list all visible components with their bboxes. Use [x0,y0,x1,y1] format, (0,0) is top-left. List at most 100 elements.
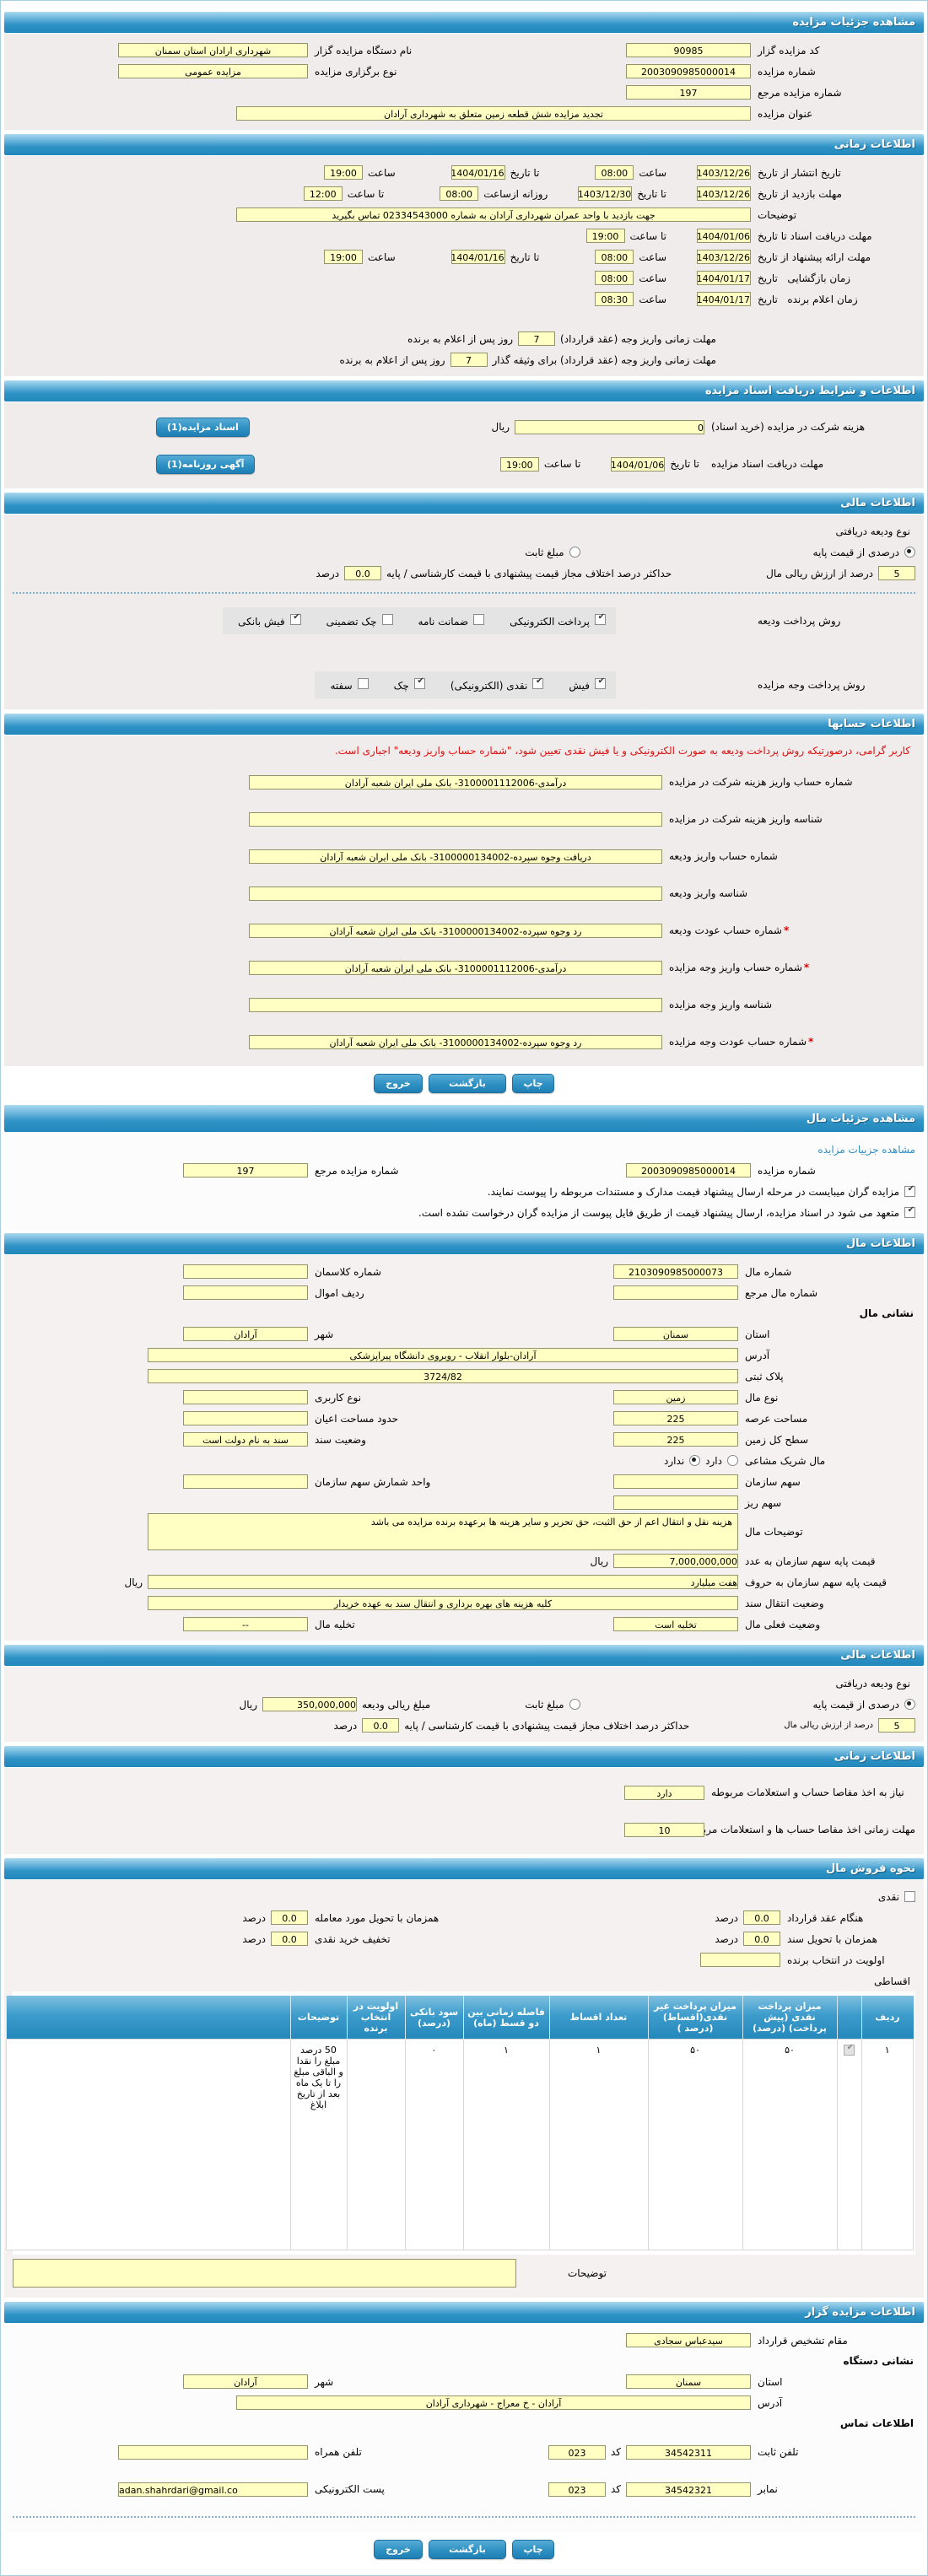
mobile-field[interactable] [118,2444,308,2460]
classification-no-field[interactable] [183,1264,308,1279]
current-status-field[interactable]: تخلیه است [613,1617,738,1631]
winner-date[interactable]: 1404/01/17 [697,292,751,306]
visit-to-date[interactable]: 1403/12/30 [578,186,633,201]
phone-field[interactable]: 34542311 [626,2444,751,2460]
address-field[interactable]: آرادان - خ معراج - شهرداری آرادان [236,2395,751,2410]
asset-ref-field[interactable] [613,1285,738,1300]
newspaper-ad-button[interactable]: آگهی روزنامه(1) [156,454,256,474]
fee-deposit-account-field[interactable]: درآمدی-3100001112006- بانک ملی ایران شعب… [249,774,662,790]
province-field[interactable]: سمنان [613,1327,738,1341]
auction-type-field[interactable]: مزایده عمومی [118,64,308,78]
checkbox-cash-sale[interactable] [904,1891,915,1902]
auction-payment-account-field[interactable]: درآمدی-3100001112006- بانک ملی ایران شعب… [249,960,662,975]
base-price-words-field[interactable]: هفت میلیارد [148,1575,738,1589]
radio-fixed-amount[interactable] [569,1699,580,1710]
docs-deadline-date[interactable]: 1404/01/06 [697,229,751,243]
winner-priority-field[interactable] [700,1953,780,1967]
auction-payment-return-account-field[interactable]: رد وجوه سپرده-3100000134002- بانک ملی ای… [249,1034,662,1049]
deposit-id-field[interactable] [249,886,662,901]
checkbox-no-file-commitment[interactable] [904,1205,915,1218]
at-deed-field[interactable]: 0.0 [743,1932,780,1946]
asset-no-field[interactable]: 2103090985000073 [613,1264,738,1279]
checkbox-promissory-note[interactable] [357,678,369,689]
land-area-field[interactable]: 225 [613,1411,738,1425]
auction-payment-id-field[interactable] [249,997,662,1012]
bidder-code-field[interactable]: 90985 [626,43,751,57]
docs-deadline-date[interactable]: 1404/01/06 [611,456,666,472]
radio-percent-of-base[interactable] [904,547,915,558]
checkbox-attachment-required[interactable] [904,1184,915,1197]
radio-joint-owner-no[interactable] [689,1455,701,1466]
usage-type-field[interactable] [183,1390,308,1404]
org-share-field[interactable] [613,1474,738,1489]
publish-to-time[interactable]: 19:00 [324,165,363,180]
publish-from-date[interactable]: 1403/12/26 [697,165,751,180]
visit-notes-field[interactable]: جهت بازدید با واحد عمران شهرداری آرادان … [236,207,751,222]
opening-date[interactable]: 1404/01/17 [697,271,751,285]
max-diff-field[interactable]: 0.0 [344,566,382,580]
print-button[interactable]: چاپ [512,2540,554,2559]
fax-field[interactable]: 34542321 [626,2482,751,2497]
auction-details-link[interactable]: مشاهده جزییات مزایده [817,1143,915,1156]
total-land-field[interactable]: 225 [613,1432,738,1447]
at-delivery-field[interactable]: 0.0 [271,1910,308,1925]
offer-from-time[interactable]: 08:00 [595,250,634,264]
radio-joint-owner-yes[interactable] [727,1455,738,1466]
print-button[interactable]: چاپ [512,1074,554,1093]
cash-discount-field[interactable]: 0.0 [271,1932,308,1946]
auction-title-field[interactable]: تجدید مزایده شش قطعه زمین متعلق به شهردا… [236,106,751,121]
offer-to-date[interactable]: 1404/01/16 [451,250,505,264]
city-field[interactable]: آرادان [183,2374,308,2389]
offer-from-date[interactable]: 1403/12/26 [697,250,751,264]
deposit-account-field[interactable]: دریافت وجوه سپرده-3100000134002- بانک مل… [249,849,662,864]
deed-status-field[interactable]: سند به نام دولت است [183,1432,308,1447]
asset-notes-field[interactable]: هزینه نقل و انتقال اعم از حق الثبت، حق ت… [148,1513,738,1550]
deposit-return-account-field[interactable]: رد وجوه سپرده-3100000134002- بانک ملی ای… [249,923,662,938]
visit-from-date[interactable]: 1403/12/26 [697,186,751,201]
transfer-status-field[interactable]: کلیه هزینه های بهره برداری و انتقال سند … [148,1596,738,1610]
participation-fee-field[interactable]: 0 [515,419,704,434]
auction-documents-button[interactable]: اسناد مزایده(1) [156,417,250,437]
radio-percent-of-base[interactable] [904,1699,915,1710]
publish-from-time[interactable]: 08:00 [595,165,634,180]
registration-plate-field[interactable]: 3724/82 [148,1369,738,1383]
email-field[interactable]: adan.shahrdari@gmail.co [118,2482,308,2497]
checkbox-check[interactable] [413,676,425,689]
ref-no-field[interactable]: 197 [626,85,751,100]
exit-button[interactable]: خروج [374,2540,423,2559]
deposit-amount-field[interactable]: 350,000,000 [262,1697,358,1711]
checkbox-certified-check[interactable] [381,614,393,625]
docs-deadline-time[interactable]: 19:00 [585,229,625,243]
checkbox-guarantee-letter[interactable] [473,614,485,625]
auction-no-field[interactable]: 2003090985000014 [626,64,751,78]
contract-authority-field[interactable]: سیدعباس سجادی [626,2333,751,2347]
address-field[interactable]: آرادان-بلوار انقلاب - روبروی دانشگاه پیر… [148,1348,738,1362]
share-detail-field[interactable] [613,1495,738,1510]
share-unit-field[interactable] [183,1474,308,1489]
checkbox-cash-electronic[interactable] [532,676,544,689]
pay-deadline2-field[interactable]: 7 [450,353,488,367]
phone-code-field[interactable]: 023 [548,2444,606,2460]
asset-row-field[interactable] [183,1285,308,1300]
base-price-number-field[interactable]: 7,000,000,000 [613,1554,738,1568]
clearance-needed-field[interactable]: دارد [624,1785,704,1800]
auction-no-field[interactable]: 2003090985000014 [626,1163,751,1178]
checkbox-bank-receipt[interactable] [289,612,301,625]
building-area-field[interactable] [183,1411,308,1425]
max-diff-field[interactable]: 0.0 [362,1718,400,1733]
province-field[interactable]: سمنان [626,2374,751,2389]
pay-deadline-field[interactable]: 7 [518,331,556,346]
back-button[interactable]: بازگشت [429,2540,506,2559]
winner-time[interactable]: 08:30 [595,292,634,306]
checkbox-receipt[interactable] [595,676,606,689]
city-field[interactable]: آرادان [183,1327,308,1341]
org-name-field[interactable]: شهرداری ارادان استان سمنان [118,43,308,57]
asset-type-field[interactable]: زمین [613,1390,738,1404]
sale-notes-field[interactable] [13,2259,516,2288]
opening-time[interactable]: 08:00 [595,271,634,285]
publish-to-date[interactable]: 1404/01/16 [451,165,505,180]
auction-ref-field[interactable]: 197 [183,1163,308,1178]
back-button[interactable]: بازگشت [429,1074,506,1093]
checkbox-electronic-payment[interactable] [595,612,606,625]
visit-from-time[interactable]: 08:00 [440,186,479,201]
